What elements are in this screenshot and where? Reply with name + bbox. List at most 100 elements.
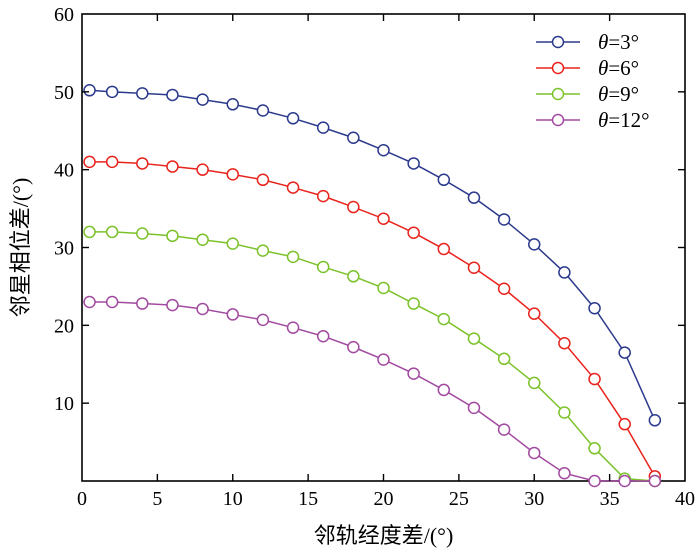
legend-symbol: θ [598,56,608,80]
data-point [196,233,209,246]
data-point [377,353,390,366]
data-point [166,160,179,173]
y-axis-title: 邻星相位差/(°) [8,178,33,318]
x-tick-label: 40 [675,488,695,510]
legend-symbol: θ [598,82,608,106]
legend: θ=3°θ=6°θ=9°θ=12° [536,30,650,132]
data-point [136,227,149,240]
data-point [437,242,451,256]
data-point [136,297,149,310]
data-point [286,112,300,125]
data-point [226,168,239,181]
data-point [558,336,571,350]
data-point [347,131,360,145]
data-point [437,173,451,187]
series-line [89,89,656,421]
data-point [467,401,481,415]
data-point [648,474,662,488]
legend-value: =3° [608,30,639,54]
legend-marker [551,35,565,49]
axis-ticks: 0 5 10 15 20 25 30 35 40 10 20 30 40 50 60 [54,4,695,510]
data-point [497,282,511,296]
data-point [497,352,511,366]
data-point [437,312,451,326]
legend-marker [551,113,565,127]
data-point [528,446,541,460]
legend-item: θ=12° [536,108,650,132]
data-point [105,155,119,169]
data-point [105,225,119,239]
data-point [196,302,209,316]
series-line [89,231,655,482]
data-point [588,301,601,315]
series-2 [83,155,662,483]
data-point [347,340,360,354]
legend-item: θ=6° [536,56,639,80]
x-tick-label: 5 [152,488,162,510]
data-point [286,321,300,334]
data-point [648,414,662,427]
data-point [558,266,571,279]
data-point [377,212,390,225]
data-point [528,307,541,320]
y-tick-label: 60 [54,4,74,26]
y-tick-label: 40 [54,160,74,182]
legend-label: θ=12° [598,108,650,132]
legend-symbol: θ [598,30,608,54]
data-point [588,372,601,386]
data-point [377,143,390,157]
plot-frame [81,13,686,482]
data-point [196,163,209,176]
legend-marker [551,87,565,101]
plot-area [81,13,686,482]
data-point [316,260,330,274]
y-tick-label: 20 [54,315,74,337]
data-point [618,417,631,431]
data-point [256,173,270,187]
x-tick-label: 35 [600,488,620,510]
x-tick-label: 10 [223,488,243,510]
y-tick-label: 30 [54,238,74,260]
data-point [286,181,300,194]
data-point [588,474,601,488]
y-tick-label: 10 [54,393,74,415]
data-point [83,84,96,97]
data-point [286,250,300,264]
data-point [256,104,270,117]
data-point [618,346,631,359]
data-point [83,295,96,309]
data-point [136,87,149,100]
series-3 [83,225,662,488]
data-point [558,406,571,419]
legend-value: =12° [608,108,649,132]
data-point [407,226,420,239]
legend-value: =6° [608,56,639,80]
data-point [347,200,360,214]
data-point [467,191,481,204]
data-point [166,229,179,243]
legend-symbol: θ [598,108,608,132]
legend-label: θ=6° [598,56,639,80]
data-point [588,442,601,455]
data-point [166,298,179,312]
data-point [196,93,209,106]
x-tick-label: 15 [298,488,318,510]
x-tick-label: 25 [449,488,469,510]
legend-label: θ=3° [598,30,639,54]
data-point [437,383,451,397]
data-point [528,376,541,390]
data-point [166,88,179,102]
data-point [256,313,270,327]
data-point [226,98,239,111]
data-point [407,157,420,170]
legend-label: θ=9° [598,82,639,106]
data-point [558,466,571,480]
legend-item: θ=3° [536,30,639,54]
series-line [89,301,655,482]
series-line [89,161,656,477]
legend-marker [551,61,565,75]
data-point [256,244,270,257]
data-point [497,423,511,436]
data-point [316,329,330,343]
data-point [467,261,481,274]
